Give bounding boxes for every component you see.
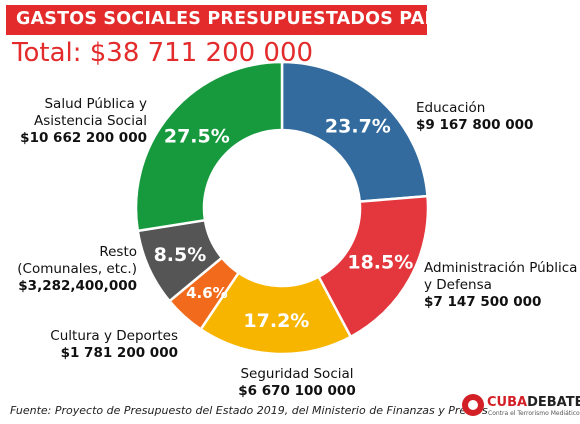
slice-name-line2: Asistencia Social (34, 113, 147, 129)
source-note: Fuente: Proyecto de Presupuesto del Esta… (10, 404, 488, 417)
slice-percent-label-5: 27.5% (164, 125, 230, 147)
slice-percent-label-2: 17.2% (243, 310, 309, 332)
legend-label-educacion: Educación $9 167 800 000 (416, 100, 533, 134)
legend-label-salud: Salud Pública y Asistencia Social $10 66… (4, 96, 147, 147)
legend-label-seguridad: Seguridad Social $6 670 100 000 (222, 366, 372, 400)
legend-label-resto: Resto (Comunales, etc.) $3,282,400,000 (4, 244, 137, 295)
chart-title: GASTOS SOCIALES PRESUPUESTADOS PARA 2019 (16, 9, 508, 29)
slice-percent-label-4: 8.5% (154, 244, 207, 266)
title-banner: GASTOS SOCIALES PRESUPUESTADOS PARA 2019 (6, 5, 507, 35)
slice-amount: $10 662 200 000 (20, 130, 147, 146)
slice-name: Cultura y Deportes (50, 328, 178, 344)
logo-mark-icon (462, 394, 484, 416)
logo-brand: CUBADEBATE (487, 395, 580, 410)
slice-amount: $6 670 100 000 (238, 383, 356, 399)
slice-amount: $9 167 800 000 (416, 117, 534, 133)
slice-name: Administración Pública (424, 260, 578, 276)
slice-name-line2: y Defensa (424, 277, 492, 293)
slice-name: Seguridad Social (240, 366, 354, 382)
slice-name-line2: (Comunales, etc.) (17, 261, 137, 277)
slice-name: Educación (416, 100, 486, 116)
slice-amount: $3,282,400,000 (18, 278, 137, 294)
legend-label-cultura: Cultura y Deportes $1 781 200 000 (14, 328, 178, 362)
slice-name: Salud Pública y (44, 96, 147, 112)
donut-slice-5 (134, 60, 284, 233)
donut-slice-0 (280, 60, 429, 203)
slice-name: Resto (99, 244, 137, 260)
slice-percent-label-1: 18.5% (347, 252, 413, 274)
slice-amount: $7 147 500 000 (424, 294, 542, 310)
legend-label-administracion: Administración Pública y Defensa $7 147 … (424, 260, 577, 311)
logo-tagline: Contra el Terrorismo Mediático (488, 410, 580, 417)
logo-brand-part1: CUBA (487, 395, 528, 410)
slice-percent-label-3: 4.6% (186, 284, 228, 302)
cubadebate-logo: CUBADEBATE Contra el Terrorismo Mediátic… (462, 394, 580, 418)
logo-brand-part2: DEBATE (527, 395, 580, 410)
slice-percent-label-0: 23.7% (325, 116, 391, 138)
slice-amount: $1 781 200 000 (60, 345, 178, 361)
